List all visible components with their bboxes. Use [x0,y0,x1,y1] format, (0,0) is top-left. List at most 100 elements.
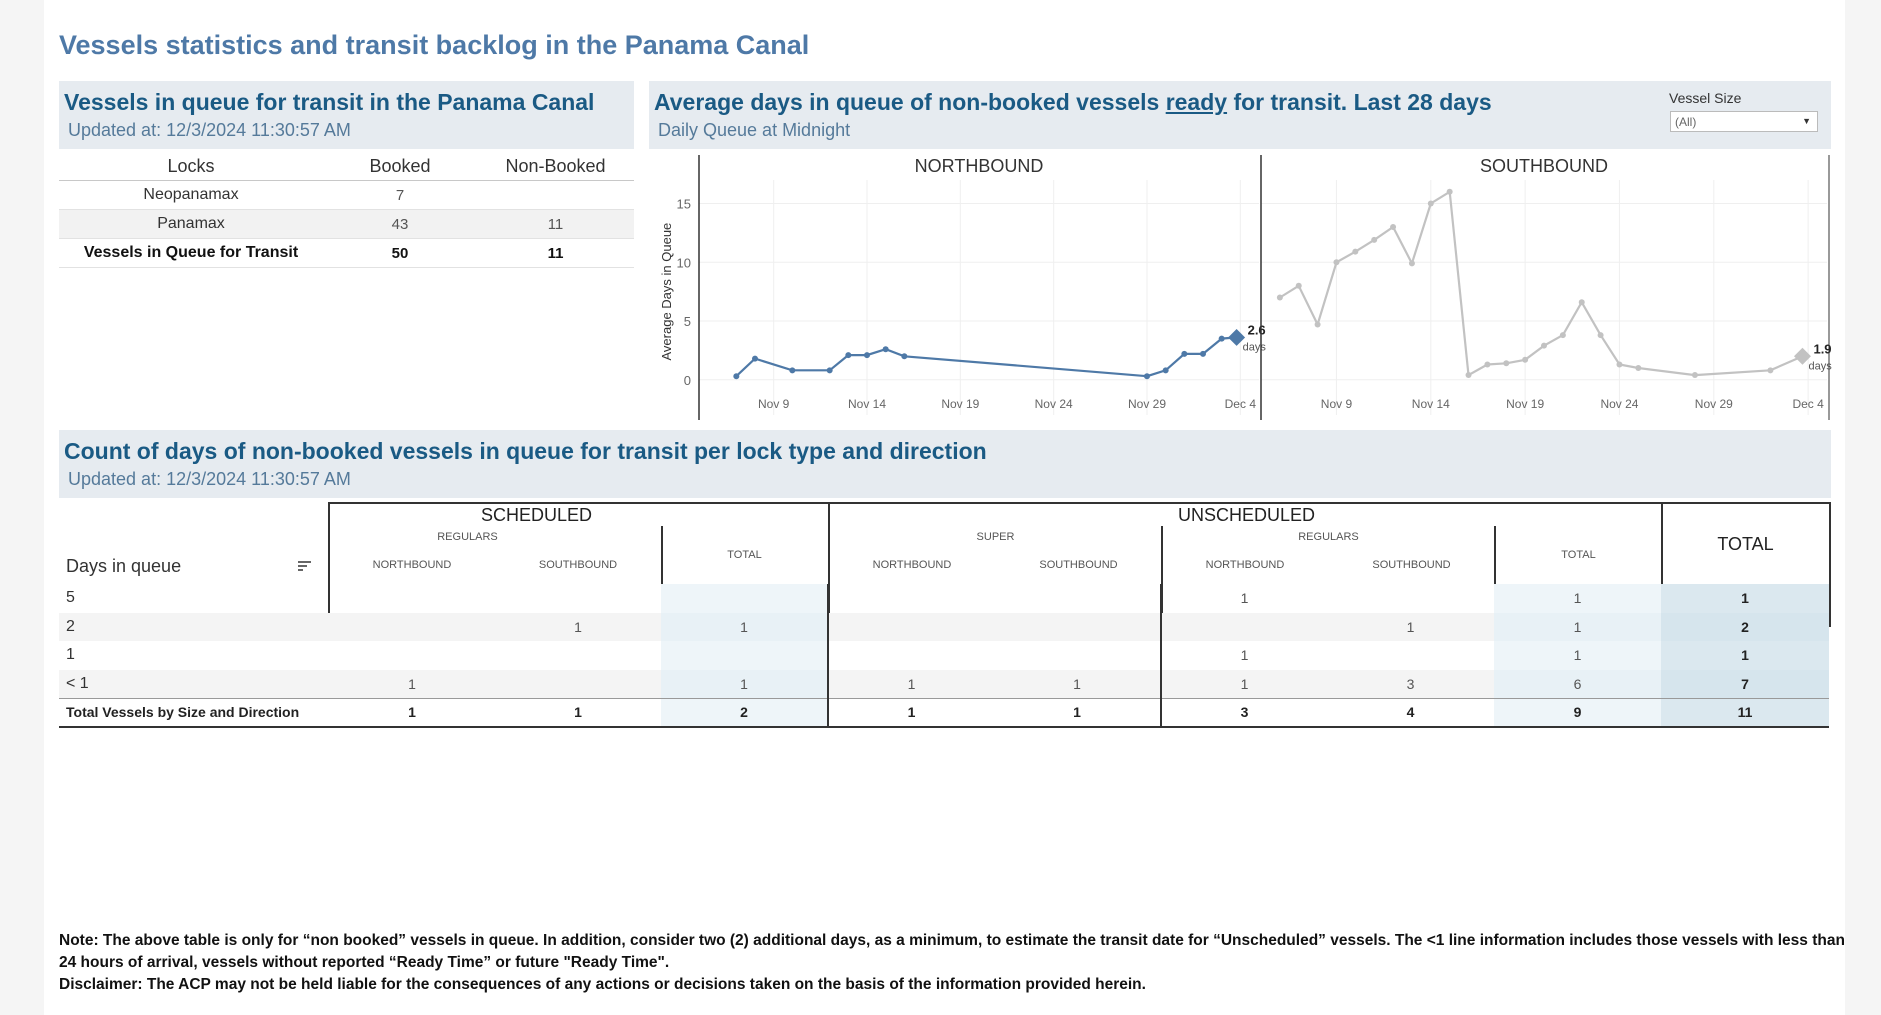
row-locks: Vessels in Queue for Transit [59,238,323,268]
x-tick-label: Nov 24 [1600,397,1638,411]
count-cell: 1 [1494,612,1661,641]
count-cell: 1 [329,669,495,698]
vessel-size-value: (All) [1675,115,1697,129]
header-southbound: SOUTHBOUND [538,559,618,571]
queue-panel-updated: Updated at: 12/3/2024 11:30:57 AM [68,120,351,140]
header-southbound: SOUTHBOUND [1039,559,1118,571]
header-regulars-unsched: REGULARS [1298,531,1359,543]
x-tick-label: Nov 9 [1321,397,1353,411]
count-cell: 9 [1494,697,1661,728]
count-cell: 1 [994,697,1161,728]
header-unscheduled: UNSCHEDULED [1177,505,1316,525]
last-value-label: 1.9 [1813,341,1831,356]
header-northbound: NORTHBOUND [372,559,452,571]
note-text: Note: The above table is only for “non b… [59,930,1849,996]
count-cell [329,584,495,613]
count-cell [495,641,661,670]
data-point [1691,372,1698,379]
row-booked: 50 [323,238,477,268]
count-cell: 1 [1160,669,1327,698]
data-point [752,355,758,362]
data-point [1295,282,1302,289]
data-point [733,373,740,380]
avg-panel-header: Average days in queue of non-booked vess… [649,81,1831,149]
y-tick-label: 15 [677,197,691,212]
count-cell: 3 [1327,669,1494,698]
count-cell: 1 [1327,612,1494,641]
row-booked: 43 [323,209,477,239]
count-cell: 3 [1160,697,1327,728]
count-cell [1327,641,1494,670]
x-tick-label: Nov 29 [1128,397,1166,411]
divider [1494,526,1496,627]
y-tick-label: 0 [684,373,691,388]
count-cell: 1 [495,612,661,641]
avg-panel-subtitle: Daily Queue at Midnight [658,120,851,140]
data-point [1408,260,1415,267]
count-cell [994,584,1161,613]
data-point [901,353,908,360]
data-point [1597,332,1604,339]
vessel-size-label: Vessel Size [1669,90,1742,106]
row-locks: Neopanamax [59,180,323,210]
x-tick-label: Dec 4 [1225,397,1257,411]
data-point [1276,294,1283,301]
data-point [1635,365,1642,371]
y-axis-label: Average Days in Queue [659,223,674,361]
data-point [1767,367,1774,374]
data-point [1541,342,1547,349]
note-line: Note: The above table is only for “non b… [59,932,1845,971]
x-tick-label: Nov 14 [848,397,886,411]
queue-table: Locks Booked Non-Booked Neopanamax 7 Pan… [59,153,634,268]
count-cell [994,641,1161,670]
count-cell [329,612,495,641]
x-tick-label: Nov 9 [758,397,790,411]
count-cell [1160,612,1327,641]
last-value-label: 2.6 [1248,322,1266,337]
x-tick-label: Nov 14 [1412,397,1450,411]
data-point [1559,332,1566,339]
header-top-border [328,502,1831,504]
dropdown-arrow-icon: ▼ [1802,116,1811,126]
col-non-booked: Non-Booked [505,156,606,176]
data-point [845,352,852,359]
count-cell [495,584,661,613]
data-point [1371,236,1378,243]
y-tick-label: 10 [677,255,691,270]
count-cell: 1 [1160,641,1327,670]
divider [1161,526,1163,627]
table-total-row: Vessels in Queue for Transit 50 11 [59,238,634,268]
count-cell [661,584,828,613]
data-point [1200,350,1206,357]
x-tick-label: Dec 4 [1792,397,1824,411]
total-row: Total Vessels by Size and Direction 1 1 2 1 1… [59,697,1829,728]
col-booked: Booked [369,156,431,176]
series-line [735,336,1237,378]
southbound-chart: SOUTHBOUND Nov 9 Nov 14 Nov 19 Nov 24 Nov 29 D… [1260,155,1832,420]
count-cell: 6 [1494,669,1661,698]
row-non-booked: 11 [477,238,634,268]
series-line [1279,189,1803,377]
data-point [1218,335,1225,342]
chart-title: NORTHBOUND [915,156,1044,176]
days-label: 2 [59,612,329,641]
divider [1829,502,1831,627]
vessel-size-select[interactable]: (All) ▼ [1670,111,1818,132]
count-cell [827,612,994,641]
sort-icon[interactable] [298,559,312,573]
count-cell: 1 [1160,584,1327,613]
queue-panel-title: Vessels in queue for transit in the Pana… [64,89,595,115]
data-point [1446,188,1453,195]
header-super: SUPER [976,531,1015,543]
count-cell: 1 [1494,584,1661,613]
col-locks: Locks [167,156,215,176]
data-point [1503,360,1510,367]
divider [661,526,663,627]
count-cell [329,641,495,670]
divider [828,502,830,627]
header-total-unsched: TOTAL [1561,549,1596,561]
count-cell: 1 [329,697,495,728]
table-row: Neopanamax 7 [59,180,634,210]
divider [1661,502,1663,627]
